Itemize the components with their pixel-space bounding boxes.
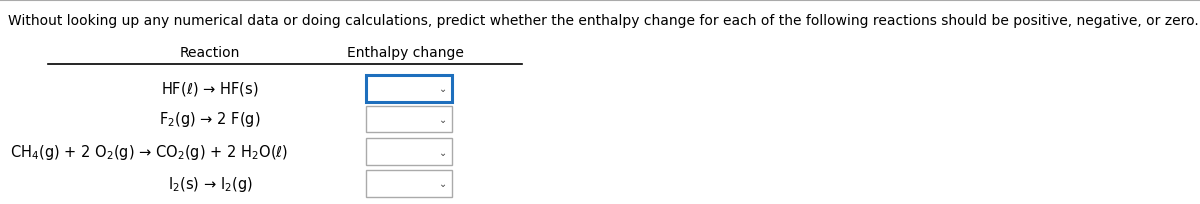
Text: Reaction: Reaction: [180, 46, 240, 60]
Text: F$_2$(g) → 2 F(g): F$_2$(g) → 2 F(g): [160, 110, 260, 129]
Text: ⌄: ⌄: [439, 147, 446, 157]
Text: I$_2$(s) → I$_2$(g): I$_2$(s) → I$_2$(g): [168, 174, 252, 193]
Text: CH$_4$(g) + 2 O$_2$(g) → CO$_2$(g) + 2 H$_2$O($\ell$): CH$_4$(g) + 2 O$_2$(g) → CO$_2$(g) + 2 H…: [10, 143, 288, 161]
Text: HF($\ell$) → HF(s): HF($\ell$) → HF(s): [161, 80, 259, 98]
Text: Without looking up any numerical data or doing calculations, predict whether the: Without looking up any numerical data or…: [8, 14, 1199, 28]
Text: ⌄: ⌄: [439, 179, 446, 188]
Text: ⌄: ⌄: [439, 114, 446, 124]
Text: Enthalpy change: Enthalpy change: [347, 46, 464, 60]
Text: ⌄: ⌄: [439, 84, 446, 94]
